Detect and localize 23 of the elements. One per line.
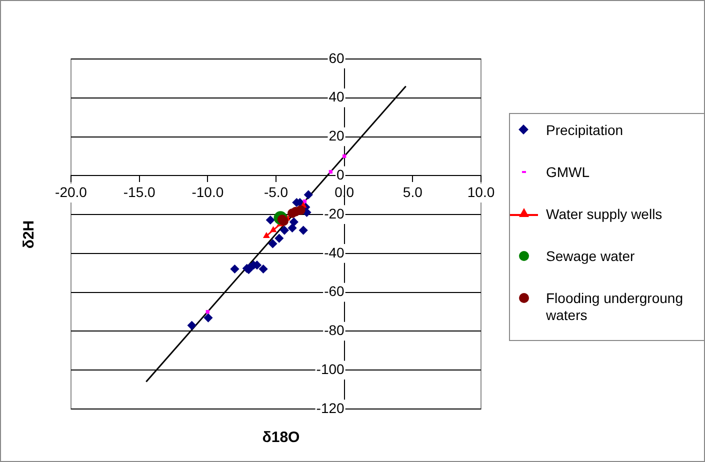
y-tick-label: 20 [328, 128, 345, 144]
legend-label: Water supply wells [546, 206, 664, 223]
x-tick-label: -10.0 [192, 184, 224, 200]
x-tick-label: -15.0 [123, 184, 156, 200]
x-axis-title: δ18O [261, 429, 301, 446]
y-tick-label: -100 [316, 360, 345, 377]
y-tick-label: 60 [328, 50, 345, 66]
legend-label: Precipitation [546, 122, 624, 139]
x-tick-label: -5.0 [264, 184, 288, 200]
y-tick-label: -20 [324, 205, 345, 222]
y-tick-label: -40 [324, 244, 345, 260]
legend-label: Sewage water [546, 248, 636, 265]
y-tick-label: -60 [324, 283, 345, 300]
y-tick-label: -120 [316, 400, 345, 416]
x-tick-label: -20.0 [55, 184, 88, 200]
legend-label: GMWL [546, 164, 591, 181]
y-tick-label: -80 [324, 322, 345, 338]
legend-label: Flooding undergroung waters [546, 290, 684, 324]
y-tick-label: 0 [336, 166, 345, 183]
y-tick-label: 40 [328, 88, 345, 105]
y-axis-title: δ2H [20, 220, 38, 249]
x-tick-label: 5.0 [402, 184, 423, 200]
x-tick-label: 10.0 [467, 184, 495, 200]
